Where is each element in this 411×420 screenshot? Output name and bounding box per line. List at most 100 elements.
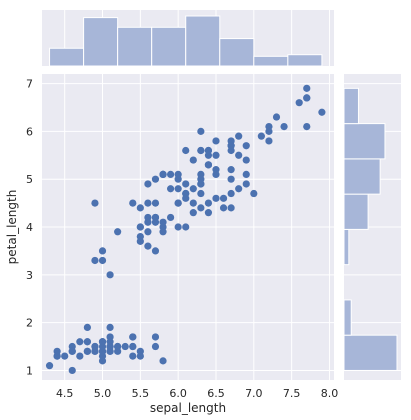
y-tick-label-1: 2 <box>26 317 33 330</box>
scatter-point-61 <box>167 213 175 222</box>
scatter-point-115 <box>204 161 213 169</box>
marginal-x-bar-7 <box>287 54 323 67</box>
scatter-point-50 <box>250 189 258 198</box>
scatter-point-59 <box>114 228 122 236</box>
x-tick-label-6: 7.5 <box>283 387 301 400</box>
scatter-point-29 <box>76 338 84 346</box>
marginal-y-bar-1 <box>343 299 352 336</box>
scatter-point-129 <box>265 137 273 145</box>
scatter-point-120 <box>242 142 250 150</box>
y-tick-labels: 1 2 3 4 5 6 7 <box>26 78 33 378</box>
scatter-point-41 <box>61 352 69 360</box>
marginal-y-histogram <box>343 87 398 371</box>
x-tick-label-5: 7.0 <box>245 387 263 400</box>
scatter-point-91 <box>182 194 190 202</box>
scatter-point-51 <box>204 199 213 207</box>
scatter-point-90 <box>136 204 144 212</box>
scatter-point-100 <box>197 127 205 135</box>
scatter-point-135 <box>303 122 311 131</box>
scatter-point-130 <box>280 122 288 131</box>
scatter-point-97 <box>189 209 197 217</box>
marginal-x-bar-1 <box>83 17 119 67</box>
scatter-point-30 <box>83 338 91 346</box>
scatter-point-144 <box>227 142 235 150</box>
scatter-point-13 <box>45 362 54 370</box>
x-tick-label-3: 6.0 <box>169 387 187 400</box>
y-tick-label-0: 1 <box>26 364 33 377</box>
scatter-point-69 <box>144 228 152 236</box>
scatter-point-125 <box>265 127 273 135</box>
scatter-point-24 <box>83 323 91 332</box>
scatter-point-74 <box>204 209 213 217</box>
scatter-panel <box>42 74 334 380</box>
scatter-point-55 <box>151 199 160 207</box>
scatter-point-98 <box>106 271 114 279</box>
scatter-point-127 <box>182 180 190 188</box>
marginal-x-bar-4 <box>185 15 221 67</box>
scatter-point-102 <box>257 132 265 140</box>
marginal-x-bar-3 <box>151 26 187 67</box>
scatter-point-85 <box>174 199 182 207</box>
y-tick-label-3: 4 <box>26 221 33 234</box>
scatter-point-99 <box>151 218 160 226</box>
scatter-point-92 <box>159 223 167 231</box>
scatter-point-47 <box>68 347 76 355</box>
y-tick-label-5: 6 <box>26 125 33 138</box>
x-tick-label-4: 6.5 <box>207 387 225 400</box>
scatter-point-81 <box>136 237 144 245</box>
marginal-x-bar-6 <box>253 55 289 67</box>
scatter-point-31 <box>129 342 137 351</box>
y-tick-label-2: 3 <box>26 269 33 282</box>
scatter-point-149 <box>167 170 175 179</box>
scatter-point-134 <box>182 146 190 155</box>
scatter-point-2 <box>76 352 84 360</box>
y-axis-label: petal_length <box>5 190 19 265</box>
marginal-x-histogram <box>49 15 323 67</box>
scatter-point-77 <box>227 175 235 183</box>
scatter-point-70 <box>167 185 175 193</box>
x-tick-label-7: 8.0 <box>321 387 339 400</box>
marginal-y-bar-5 <box>343 158 381 195</box>
scatter-point-32 <box>114 342 122 351</box>
scatter-point-106 <box>91 199 99 207</box>
x-tick-label-0: 4.5 <box>56 387 74 400</box>
scatter-point-87 <box>197 204 205 212</box>
marginal-y-bar-4 <box>343 193 369 230</box>
scatter-point-145 <box>227 166 235 174</box>
marginal-x-bar-2 <box>117 26 153 67</box>
scatter-point-107 <box>272 113 281 121</box>
scatter-point-54 <box>212 194 220 202</box>
x-axis-label: sepal_length <box>150 401 226 415</box>
scatter-point-45 <box>83 347 91 355</box>
scatter-point-94 <box>144 213 152 222</box>
scatter-point-119 <box>174 175 182 183</box>
y-tick-label-4: 5 <box>26 173 33 186</box>
scatter-point-64 <box>144 242 152 250</box>
marginal-y-bar-3 <box>343 228 350 266</box>
scatter-point-104 <box>212 137 220 145</box>
scatter-point-48 <box>121 342 129 351</box>
scatter-point-18 <box>151 333 160 341</box>
scatter-point-20 <box>129 333 137 341</box>
marginal-y-bar-7 <box>343 87 359 125</box>
scatter-point-84 <box>129 199 137 207</box>
x-tick-label-2: 5.5 <box>132 387 150 400</box>
scatter-point-105 <box>295 99 303 107</box>
marginal-x-panel <box>42 10 334 67</box>
scatter-point-121 <box>144 180 152 188</box>
scatter-point-16 <box>129 352 137 360</box>
scatter-point-79 <box>151 247 160 255</box>
scatter-point-118 <box>303 84 311 92</box>
marginal-y-panel <box>343 74 401 380</box>
scatter-point-122 <box>303 94 311 102</box>
scatter-point-58 <box>219 194 228 202</box>
scatter-point-49 <box>98 347 107 355</box>
scatter-point-52 <box>242 180 250 188</box>
marginal-y-bar-0 <box>343 334 398 371</box>
scatter-point-146 <box>197 175 205 183</box>
marginal-x-bar-5 <box>219 38 255 67</box>
x-tick-labels: 4.5 5.0 5.5 6.0 6.5 7.0 7.5 8.0 <box>56 387 338 400</box>
scatter-point-44 <box>106 323 114 332</box>
scatter-point-147 <box>212 166 220 174</box>
scatter-point-65 <box>227 204 235 212</box>
